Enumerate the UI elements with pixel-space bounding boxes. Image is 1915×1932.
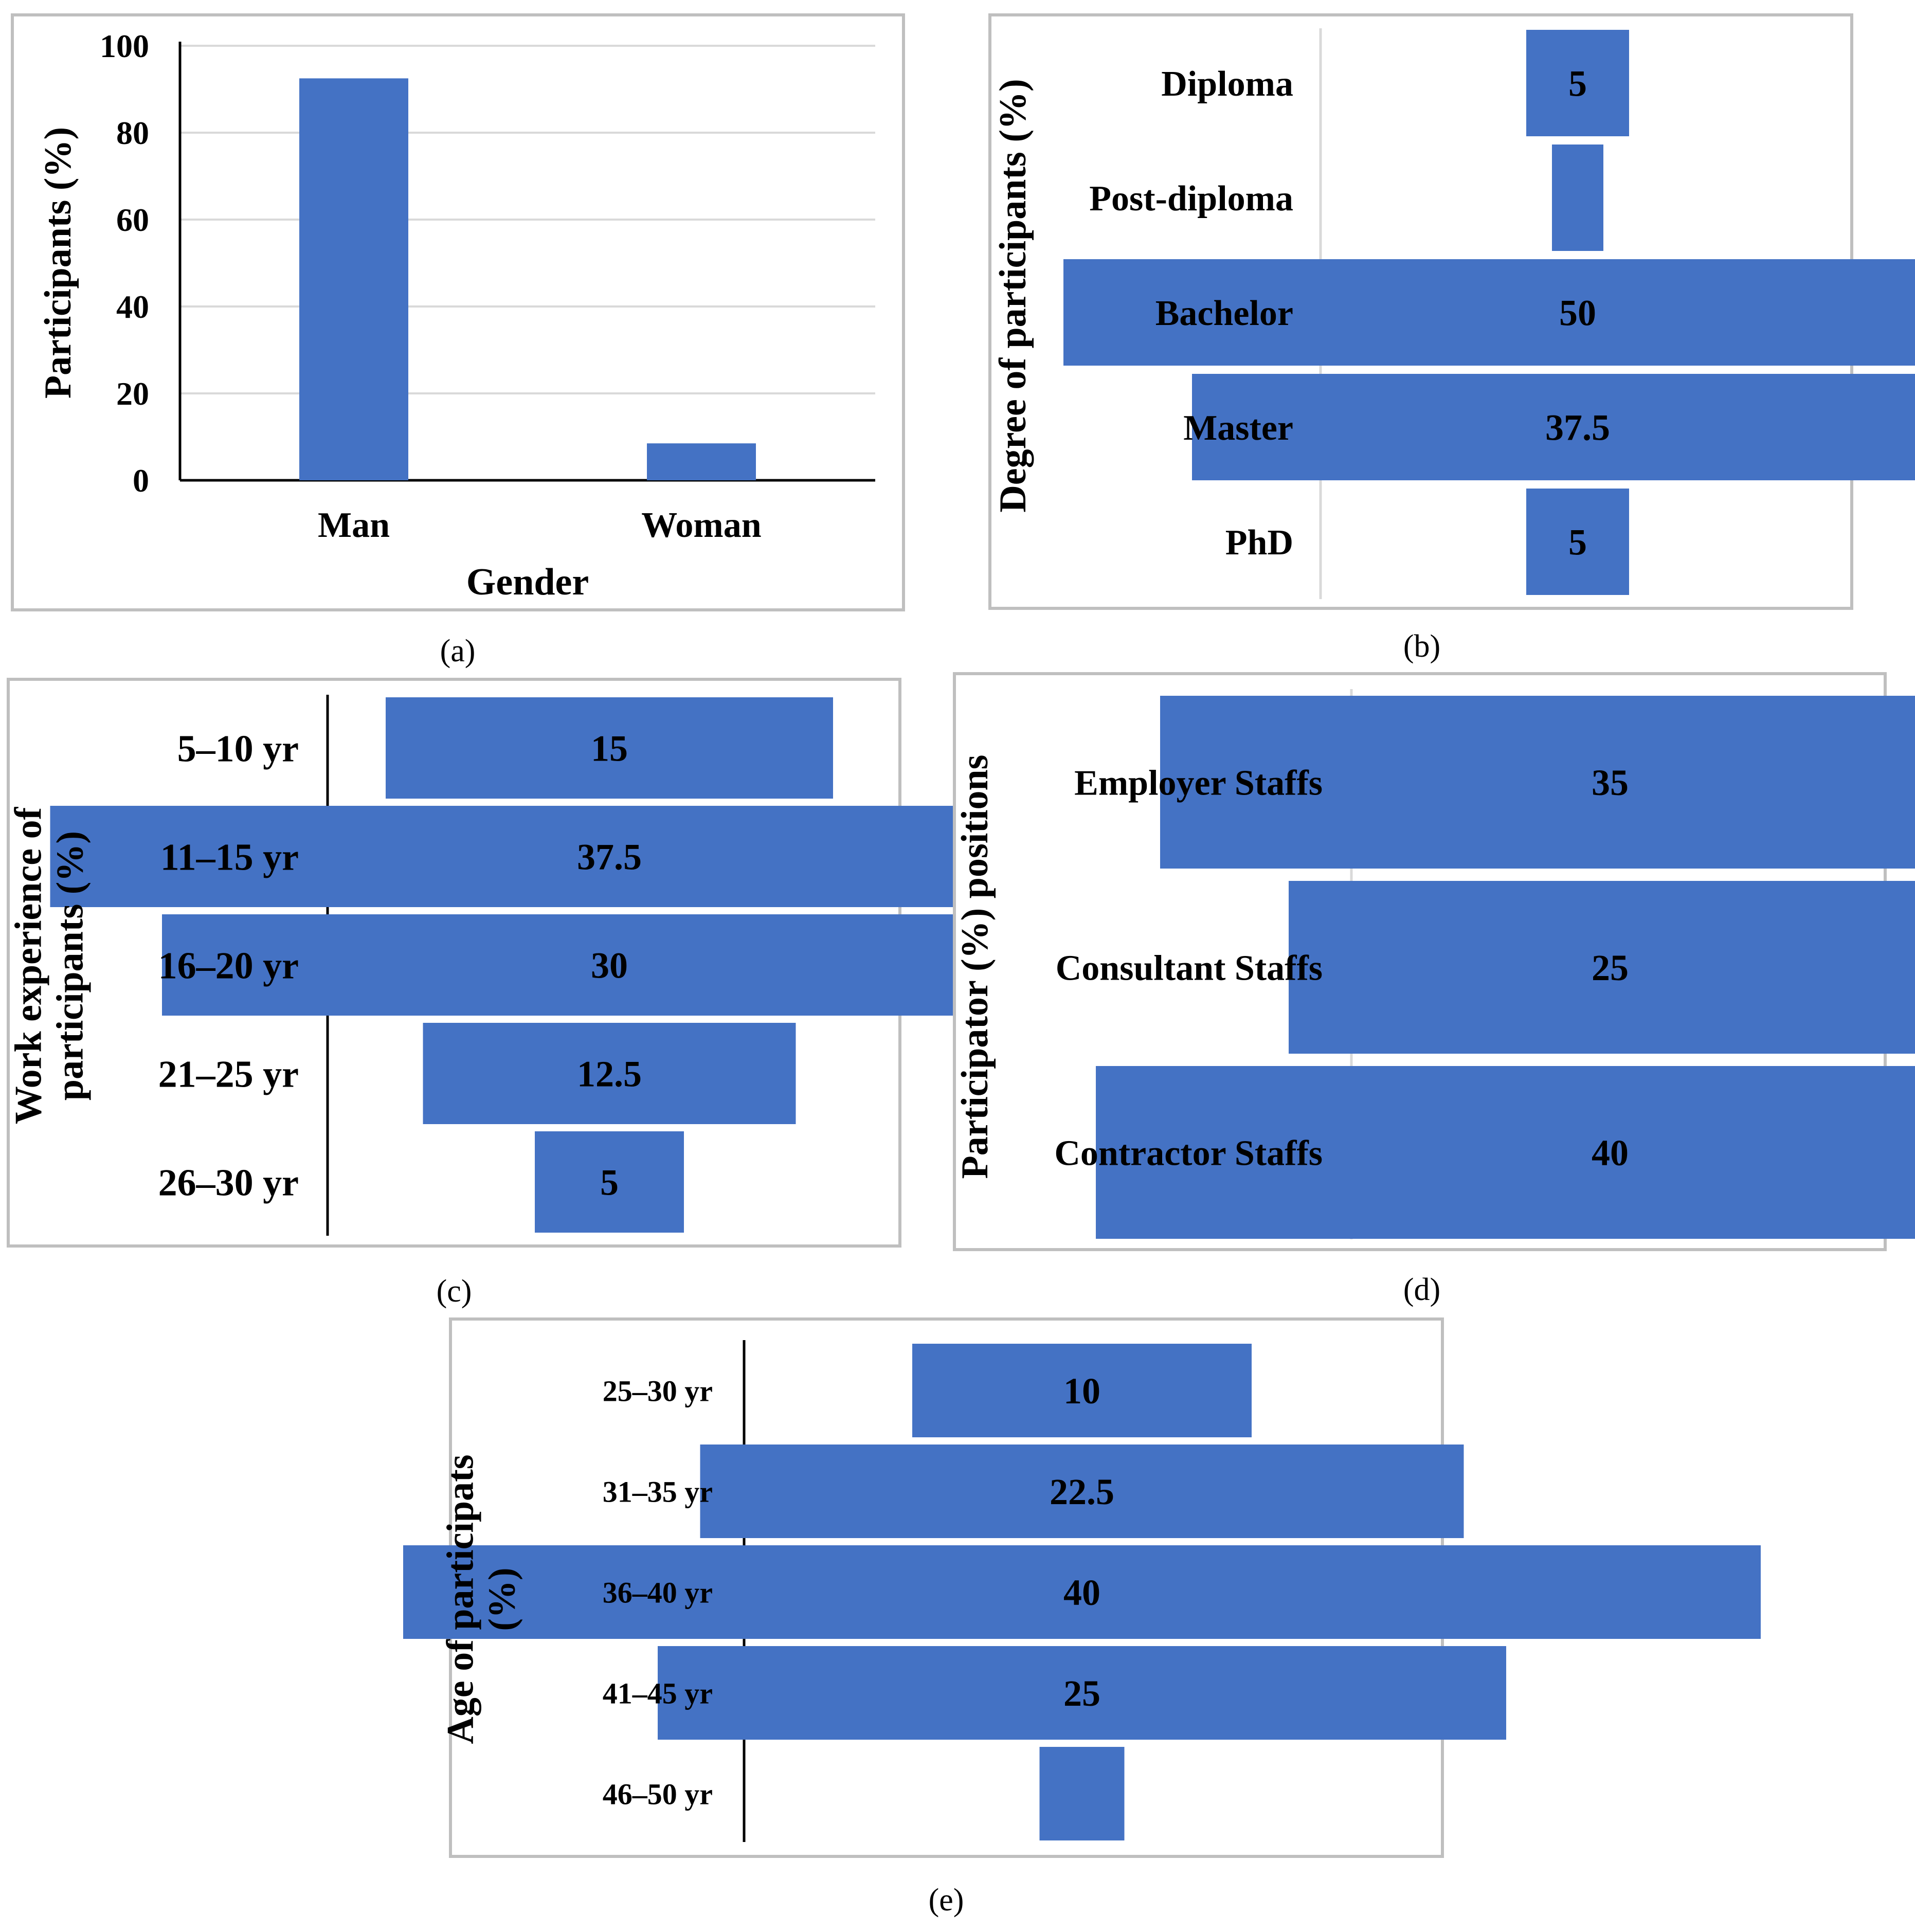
data-label: 12.5: [577, 1054, 642, 1095]
bar: [1039, 1747, 1125, 1840]
category-label: Employer Staffs: [1074, 764, 1323, 803]
chart-a: 0 20 40 60 80 100 Man Woman Gender Participants (…: [11, 13, 905, 669]
category-label: 41–45 yr: [603, 1676, 713, 1710]
data-label: 37.5: [577, 837, 642, 878]
y-tick-label: 40: [116, 288, 149, 325]
panel-caption: (a): [440, 634, 476, 669]
y-axis-title: Work experience ofparticipants (%): [7, 806, 91, 1124]
panel-caption: (e): [929, 1883, 964, 1918]
category-label: Master: [1183, 408, 1293, 448]
bar: [647, 443, 756, 480]
category-label: PhD: [1225, 523, 1293, 563]
data-label: 37.5: [1545, 407, 1610, 448]
bar: [658, 1646, 1506, 1740]
category-label: Consultant Staffs: [1056, 949, 1323, 988]
bar: [162, 914, 1057, 1016]
data-label: 25: [1592, 947, 1629, 988]
category-label: 25–30 yr: [603, 1374, 713, 1407]
data-label: 50: [1559, 293, 1596, 334]
x-axis-title: Gender: [466, 561, 589, 603]
y-tick-label: 20: [116, 375, 149, 412]
data-label: 40: [1592, 1132, 1629, 1173]
bar: [1552, 145, 1603, 251]
y-tick-label: 80: [116, 115, 149, 151]
bar: [1192, 374, 1915, 480]
bar: [1289, 881, 1915, 1054]
data-label: 5: [600, 1162, 619, 1203]
data-label: 30: [591, 945, 628, 986]
bar: [1526, 489, 1629, 595]
bar: [299, 78, 408, 480]
chart-b: 5 Diploma Post-diploma 50 Bachelor 37.5 Master…: [988, 13, 1915, 664]
category-label: 16–20 yr: [158, 945, 299, 987]
category-label: Diploma: [1161, 64, 1293, 104]
y-tick-label: 60: [116, 202, 149, 238]
x-tick-label: Man: [318, 505, 390, 545]
chart-d: 35 Employer Staffs 25 Consultant Staffs 40 Co…: [953, 672, 1915, 1307]
y-axis-title: Degree of participants (%): [992, 79, 1034, 512]
x-tick-label: Woman: [641, 505, 761, 545]
panel-a-frame: [11, 13, 905, 611]
data-label: 5: [1568, 63, 1587, 104]
category-label: Post-diploma: [1089, 179, 1293, 219]
bar: [386, 697, 833, 799]
data-label: 22.5: [1050, 1471, 1114, 1512]
bar: [1160, 696, 1915, 869]
data-label: 40: [1063, 1572, 1100, 1613]
bar: [1096, 1066, 1915, 1239]
y-axis-title: Age of participats(%): [439, 1454, 523, 1744]
y-tick-label: 0: [133, 462, 149, 499]
category-label: 36–40 yr: [603, 1576, 713, 1609]
bar: [912, 1344, 1252, 1437]
bar: [535, 1131, 684, 1233]
category-label: 46–50 yr: [603, 1777, 713, 1811]
category-label: 31–35 yr: [603, 1475, 713, 1508]
chart-e: 10 25–30 yr 22.5 31–35 yr 40 36–40 yr 25 41–45 …: [403, 1317, 1761, 1918]
bar: [700, 1445, 1464, 1538]
category-label: 26–30 yr: [158, 1162, 299, 1204]
panel-caption: (b): [1403, 629, 1440, 664]
data-label: 35: [1592, 762, 1629, 803]
panel-caption: (c): [437, 1274, 472, 1309]
category-label: 5–10 yr: [177, 728, 299, 770]
data-label: 10: [1063, 1370, 1100, 1412]
category-label: Contractor Staffs: [1054, 1134, 1323, 1173]
panel-caption: (d): [1403, 1272, 1440, 1307]
category-label: 21–25 yr: [158, 1053, 299, 1095]
bar: [403, 1545, 1761, 1639]
y-axis-title: Participator (%) positions: [954, 755, 996, 1179]
bar: [423, 1023, 796, 1124]
category-label: Bachelor: [1155, 294, 1293, 333]
category-label: 11–15 yr: [160, 836, 299, 878]
y-axis-title: Participants (%): [37, 127, 79, 399]
data-label: 25: [1063, 1673, 1100, 1714]
bar: [1063, 259, 1915, 366]
bar: [1526, 30, 1629, 136]
data-label: 15: [591, 728, 628, 769]
y-tick-label: 100: [100, 28, 149, 64]
data-label: 5: [1568, 522, 1587, 563]
